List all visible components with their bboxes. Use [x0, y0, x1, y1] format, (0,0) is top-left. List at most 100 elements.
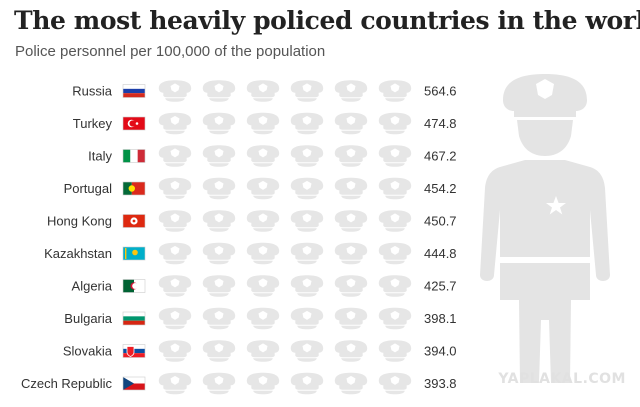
czech-republic-flag-icon — [122, 376, 146, 391]
police-cap-icon — [334, 307, 368, 330]
country-label: Czech Republic — [21, 376, 113, 391]
police-cap-icon — [246, 145, 280, 167]
police-cap-icon — [158, 80, 192, 102]
police-cap-icon — [290, 80, 324, 102]
country-label: Kazakhstan — [44, 246, 112, 261]
chart-row: Czech Republic 393.8 — [21, 372, 457, 395]
police-cap-icon — [290, 210, 324, 232]
police-cap-icon — [202, 307, 236, 330]
police-cap-icon — [290, 177, 324, 200]
police-cap-icon — [158, 372, 192, 395]
chart-subtitle: Police personnel per 100,000 of the popu… — [15, 43, 326, 60]
chart-row: Russia 564.6 — [72, 80, 457, 102]
police-cap-icon — [334, 275, 368, 297]
police-cap-icon — [202, 372, 236, 395]
police-cap-icon — [334, 210, 368, 232]
value-label: 425.7 — [424, 279, 457, 294]
country-label: Slovakia — [63, 344, 113, 359]
police-cap-icon — [290, 275, 324, 297]
value-label: 564.6 — [424, 84, 457, 99]
police-cap-icon — [334, 145, 368, 167]
country-label: Hong Kong — [47, 214, 112, 229]
chart-row: Kazakhstan 444.8 — [44, 242, 457, 265]
police-cap-icon — [202, 210, 236, 232]
police-cap-icon — [378, 372, 412, 395]
value-label: 394.0 — [424, 344, 457, 359]
police-cap-icon — [246, 372, 280, 395]
russia-flag-icon — [122, 84, 146, 98]
police-cap-icon — [202, 80, 236, 102]
turkey-flag-icon — [122, 116, 146, 131]
chart-title: The most heavily policed countries in th… — [14, 6, 640, 35]
value-label: 444.8 — [424, 246, 457, 261]
country-label: Bulgaria — [64, 311, 112, 326]
police-cap-icon — [202, 177, 236, 200]
police-cap-icon — [290, 145, 324, 167]
value-label: 393.8 — [424, 376, 457, 391]
chart-row: Bulgaria 398.1 — [64, 307, 457, 330]
portugal-flag-icon — [122, 181, 146, 196]
country-label: Italy — [88, 149, 112, 164]
police-cap-icon — [290, 340, 324, 362]
police-cap-icon — [378, 177, 412, 200]
police-cap-icon — [202, 145, 236, 167]
police-cap-icon — [158, 177, 192, 200]
country-label: Russia — [72, 84, 113, 99]
police-cap-icon — [202, 242, 236, 265]
police-cap-icon — [378, 112, 412, 135]
chart-row: Slovakia 394.0 — [63, 340, 457, 362]
value-label: 474.8 — [424, 116, 457, 131]
police-cap-icon — [246, 112, 280, 135]
police-cap-icon — [202, 340, 236, 362]
slovakia-flag-icon — [122, 344, 146, 358]
chart-row: Hong Kong 450.7 — [47, 210, 457, 232]
country-label: Turkey — [73, 116, 113, 131]
police-cap-icon — [378, 80, 412, 102]
chart-row: Italy 467.2 — [88, 145, 457, 167]
police-cap-icon — [158, 112, 192, 135]
country-label: Portugal — [64, 181, 113, 196]
police-cap-icon — [290, 307, 324, 330]
police-cap-icon — [246, 340, 280, 362]
police-cap-icon — [246, 242, 280, 265]
police-cap-icon — [290, 112, 324, 135]
value-label: 467.2 — [424, 149, 457, 164]
police-cap-icon — [378, 242, 412, 265]
value-label: 454.2 — [424, 181, 457, 196]
police-cap-icon — [378, 307, 412, 330]
police-cap-icon — [378, 145, 412, 167]
watermark: YAPLAKAL.COM — [498, 371, 626, 387]
value-label: 450.7 — [424, 214, 457, 229]
police-cap-icon — [158, 145, 192, 167]
police-cap-icon — [158, 210, 192, 232]
bulgaria-flag-icon — [122, 311, 146, 326]
police-cap-icon — [334, 340, 368, 362]
police-cap-icon — [246, 275, 280, 297]
chart-row: Turkey 474.8 — [73, 112, 457, 135]
police-cap-icon — [202, 112, 236, 135]
kazakhstan-flag-icon — [122, 246, 146, 261]
police-cap-icon — [334, 242, 368, 265]
police-cap-icon — [246, 210, 280, 232]
police-cap-icon — [334, 177, 368, 200]
police-cap-icon — [334, 80, 368, 102]
police-cap-icon — [246, 80, 280, 102]
police-cap-icon — [334, 112, 368, 135]
hong-kong-flag-icon — [122, 214, 146, 228]
police-cap-icon — [158, 242, 192, 265]
chart-row: Portugal 454.2 — [64, 177, 457, 200]
italy-flag-icon — [122, 149, 146, 163]
police-cap-icon — [158, 307, 192, 330]
police-cap-icon — [246, 307, 280, 330]
police-officer-silhouette-icon — [480, 74, 610, 383]
police-cap-icon — [202, 275, 236, 297]
police-cap-icon — [290, 242, 324, 265]
police-cap-icon — [378, 275, 412, 297]
algeria-flag-icon — [122, 279, 146, 293]
country-label: Algeria — [72, 279, 113, 294]
value-label: 398.1 — [424, 311, 457, 326]
police-cap-icon — [158, 340, 192, 362]
police-cap-icon — [378, 340, 412, 362]
police-cap-icon — [378, 210, 412, 232]
